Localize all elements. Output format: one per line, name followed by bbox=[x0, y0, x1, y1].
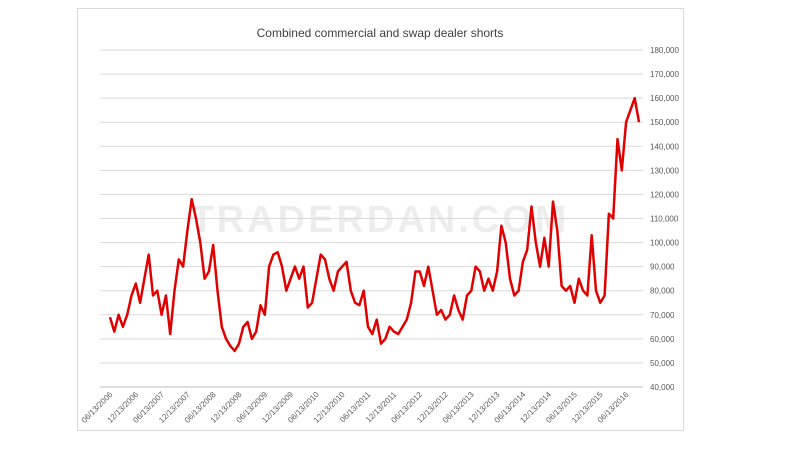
y-tick-label: 150,000 bbox=[650, 118, 679, 127]
y-tick-label: 100,000 bbox=[650, 239, 679, 248]
chart-area bbox=[77, 8, 684, 431]
y-tick-label: 110,000 bbox=[650, 215, 679, 224]
y-tick-label: 40,000 bbox=[650, 383, 675, 392]
y-tick-label: 180,000 bbox=[650, 46, 679, 55]
y-tick-label: 60,000 bbox=[650, 335, 675, 344]
y-tick-label: 70,000 bbox=[650, 311, 675, 320]
y-tick-label: 160,000 bbox=[650, 94, 679, 103]
y-tick-label: 120,000 bbox=[650, 190, 679, 199]
y-tick-label: 130,000 bbox=[650, 166, 679, 175]
y-tick-label: 170,000 bbox=[650, 70, 679, 79]
y-tick-label: 90,000 bbox=[650, 263, 675, 272]
y-tick-label: 80,000 bbox=[650, 287, 675, 296]
y-tick-label: 50,000 bbox=[650, 359, 675, 368]
watermark: TRADERDAN.COM bbox=[191, 199, 570, 241]
data-line bbox=[108, 96, 641, 353]
chart-title: Combined commercial and swap dealer shor… bbox=[257, 26, 504, 40]
y-tick-label: 140,000 bbox=[650, 142, 679, 151]
